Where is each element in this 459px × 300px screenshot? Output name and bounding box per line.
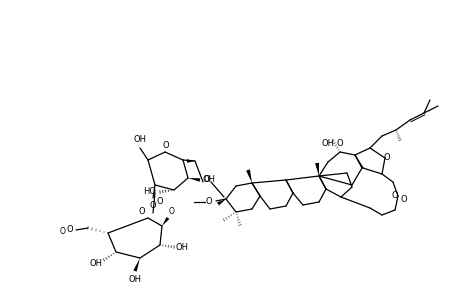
Text: O: O bbox=[203, 175, 210, 184]
Text: O: O bbox=[60, 226, 66, 236]
Text: OH: OH bbox=[321, 139, 334, 148]
Text: OH: OH bbox=[133, 136, 146, 145]
Polygon shape bbox=[133, 258, 140, 272]
Text: O: O bbox=[383, 154, 390, 163]
Polygon shape bbox=[246, 169, 252, 183]
Text: O: O bbox=[205, 197, 212, 206]
Text: O: O bbox=[336, 139, 342, 148]
Polygon shape bbox=[188, 178, 200, 182]
Polygon shape bbox=[187, 159, 195, 163]
Polygon shape bbox=[217, 199, 225, 206]
Text: O: O bbox=[162, 142, 169, 151]
Text: OH: OH bbox=[202, 176, 215, 184]
Text: O: O bbox=[149, 202, 156, 211]
Text: OH: OH bbox=[128, 275, 141, 284]
Text: HO: HO bbox=[143, 188, 156, 196]
Text: O: O bbox=[67, 226, 73, 235]
Polygon shape bbox=[314, 163, 318, 176]
Text: O: O bbox=[400, 196, 406, 205]
Text: O: O bbox=[157, 196, 163, 206]
Text: O: O bbox=[138, 208, 145, 217]
Polygon shape bbox=[162, 217, 169, 226]
Text: O: O bbox=[391, 190, 397, 200]
Text: OH: OH bbox=[90, 260, 102, 268]
Text: O: O bbox=[169, 208, 174, 217]
Text: OH: OH bbox=[175, 242, 188, 251]
